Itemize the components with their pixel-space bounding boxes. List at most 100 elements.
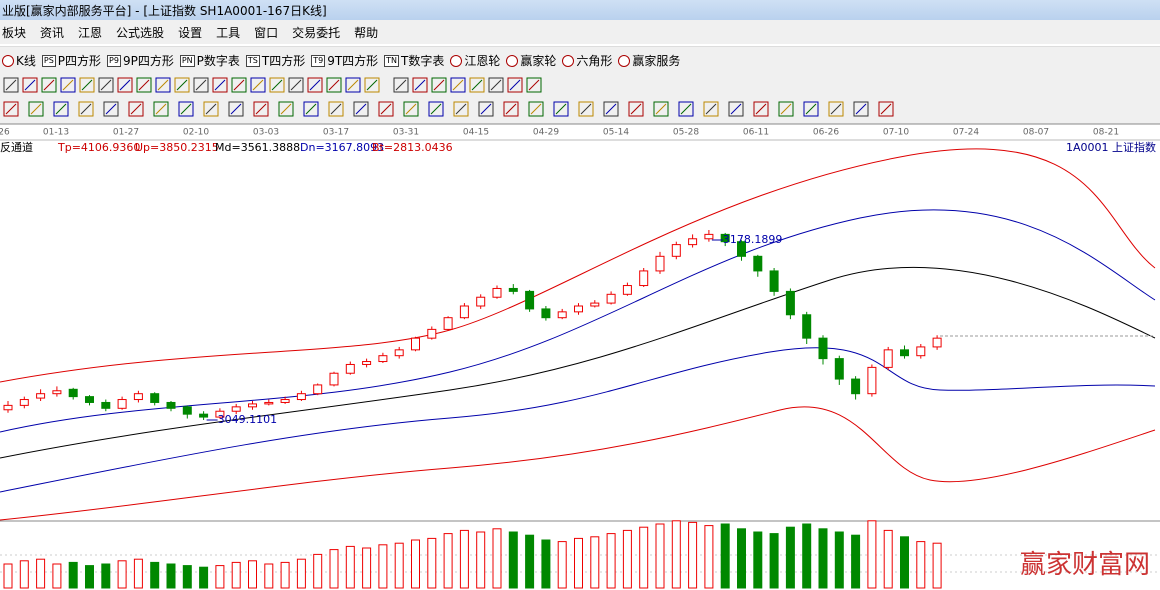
volume-bar [834, 531, 844, 589]
volume-bar [606, 533, 616, 589]
volume-bar [166, 563, 176, 589]
toolbar-button[interactable]: 江恩轮 [450, 52, 500, 69]
tool-icon [328, 79, 340, 91]
tool-icon [828, 101, 844, 117]
volume-bar [655, 523, 665, 589]
tool-icon [157, 79, 169, 91]
annotation: 3049.1101 [218, 413, 278, 426]
tool-icon [403, 101, 419, 117]
toolbar-button[interactable]: 赢家轮 [506, 52, 556, 69]
tool-icon [705, 103, 717, 115]
toolbar-button[interactable]: PS P四方形 [41, 52, 102, 69]
volume-bar [851, 534, 861, 589]
tool-icon [509, 79, 521, 91]
tool-icon [230, 103, 242, 115]
date-label: 06-26 [813, 128, 839, 138]
volume-bar [753, 531, 763, 589]
volume-bar [68, 561, 78, 589]
toolbar-button[interactable]: 六角形 [562, 52, 612, 69]
menu-item[interactable]: 资讯 [40, 25, 65, 40]
toolbar-icon: PS [41, 54, 56, 67]
menu-item[interactable]: 窗口 [254, 25, 279, 40]
toolbar-button[interactable]: PN P数字表 [179, 52, 240, 69]
tool-icon [431, 77, 447, 93]
volume-bar [231, 561, 241, 589]
candle-body [215, 410, 225, 418]
candle-body [345, 363, 355, 374]
date-label: 07-10 [883, 128, 909, 138]
candle-body [85, 396, 94, 403]
tool-icon [233, 79, 245, 91]
menu-item[interactable]: 江恩 [78, 25, 103, 40]
candle-body [639, 270, 649, 287]
tool-icon [530, 103, 542, 115]
menu-bar: 板块 资讯 江恩 公式选股 设置 工具 窗口 交易委托 帮助 [0, 20, 1160, 44]
tool-icon [655, 103, 667, 115]
band-upper [0, 148, 1156, 383]
tool-icon [730, 103, 742, 115]
candle-body [394, 349, 404, 357]
menu-item[interactable]: 帮助 [354, 25, 379, 40]
menu-item[interactable]: 板块 [2, 25, 27, 40]
candle-body [737, 241, 746, 257]
candle-body [182, 406, 192, 415]
volume-bar [264, 563, 274, 589]
date-label: 03-31 [393, 128, 419, 138]
tool-icon [326, 77, 342, 93]
toolbar-label: P四方形 [57, 54, 102, 68]
candle-body [19, 399, 29, 406]
toolbar: K线 PS P四方形 P9 9P四方形 PN P数字表 TS T四方形 T9 9T四方形 TN T数字表… [0, 46, 1160, 74]
volume-bar [459, 529, 469, 589]
volume-bar [916, 541, 926, 589]
tool-icon [366, 79, 378, 91]
date-label: 08-21 [1093, 128, 1119, 138]
menu-item[interactable]: 设置 [178, 25, 203, 40]
candle-body [557, 311, 567, 319]
toolbar-button[interactable]: P9 9P四方形 [107, 52, 174, 69]
date-label: 07-24 [953, 128, 979, 138]
tool-icon [480, 103, 492, 115]
date-label: 01-27 [113, 128, 139, 138]
toolbar-button[interactable]: 赢家服务 [618, 52, 680, 69]
toolbar-button[interactable]: TN T数字表 [384, 52, 444, 69]
tool-icon [378, 101, 394, 117]
tool-icon [412, 77, 428, 93]
menu-item[interactable]: 交易委托 [292, 25, 341, 40]
annotation: 3178.1899 [723, 233, 783, 246]
tool-icon [290, 79, 302, 91]
tool-icon [288, 77, 304, 93]
candle-body [900, 349, 909, 357]
toolbar-button[interactable]: K线 [2, 52, 36, 69]
candle-body [101, 401, 111, 409]
date-label: 06-11 [743, 128, 769, 138]
tool-icon [119, 79, 131, 91]
tool-icon [24, 79, 36, 91]
candle-body [932, 337, 942, 348]
tool-icon [174, 77, 190, 93]
toolbar-icon: T9 [311, 54, 326, 67]
candle-body [541, 308, 551, 319]
menu-item[interactable]: 工具 [216, 25, 241, 40]
volume-bar [476, 531, 486, 589]
candle-body [525, 290, 535, 310]
tool-icon [5, 79, 17, 91]
toolbar-button[interactable]: T9 9T四方形 [311, 52, 378, 69]
tool-icon [105, 103, 117, 115]
volume-bar [3, 563, 13, 589]
tool-icon [490, 79, 502, 91]
tool-icon [680, 103, 692, 115]
toolbar-button[interactable]: TS T四方形 [245, 52, 305, 69]
menu-item[interactable]: 公式选股 [116, 25, 165, 40]
toolbar-icon [506, 54, 519, 67]
tool-icon [469, 77, 485, 93]
tool-icon [880, 103, 892, 115]
tool-icon [203, 101, 219, 117]
tool-icon [60, 77, 76, 93]
tool-icon [703, 101, 719, 117]
toolbar-label: T数字表 [401, 54, 445, 68]
candle-body [688, 238, 698, 246]
volume-bar [704, 525, 714, 589]
candle-body [720, 233, 730, 243]
candle-body [264, 401, 274, 405]
tool-icon [803, 101, 819, 117]
